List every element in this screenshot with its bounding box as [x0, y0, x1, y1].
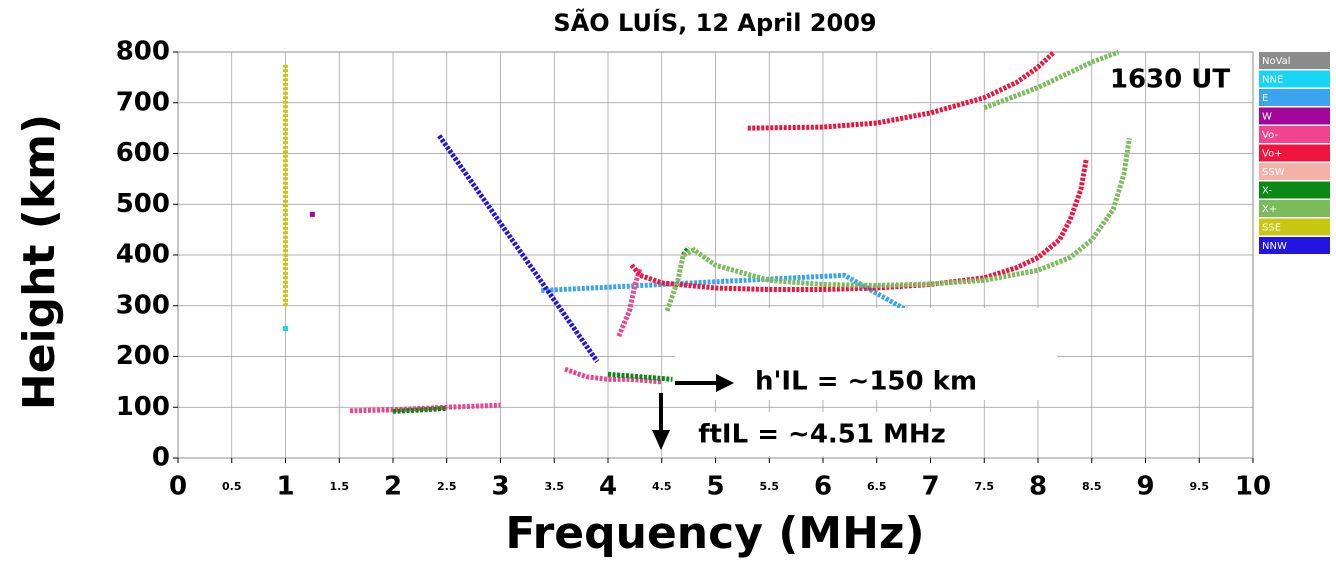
legend-label: NNW: [1262, 241, 1287, 252]
x-tick-label: 5: [706, 472, 724, 502]
annotation-box: [680, 412, 980, 456]
x-tick-label: 2: [384, 472, 402, 502]
x-tick-label: 3.5: [545, 480, 565, 493]
y-tick-label: 0: [152, 443, 170, 473]
x-tick-label: 0.5: [222, 480, 242, 493]
echo-point: [283, 326, 288, 332]
legend-label: SSE: [1262, 223, 1281, 234]
legend-swatch: [1259, 89, 1330, 106]
y-tick-label: 100: [116, 392, 170, 422]
legend-label: Vo-: [1262, 130, 1278, 141]
y-tick-label: 400: [116, 240, 170, 270]
legend-label: X+: [1262, 204, 1277, 215]
x-tick-label: 1: [276, 472, 294, 502]
legend-swatch: [1259, 181, 1330, 199]
time-label: 1630 UT: [1110, 65, 1231, 95]
echo-trace: [564, 366, 662, 385]
x-tick-label: 8: [1029, 472, 1047, 502]
x-tick-label: 10: [1235, 472, 1271, 502]
x-tick-label: 6.5: [867, 480, 887, 493]
y-tick-label: 200: [116, 341, 170, 371]
echo-trace: [616, 266, 643, 338]
annotation: h'IL = ~150 km: [755, 367, 977, 397]
x-tick-label: 2.5: [437, 480, 457, 493]
legend-label: SSW: [1262, 167, 1285, 178]
legend-label: W: [1262, 112, 1272, 123]
x-tick-label: 4.5: [652, 480, 672, 493]
y-axis-label: Height (km): [14, 114, 65, 410]
legend-swatch: [1259, 107, 1330, 125]
echo-trace: [983, 49, 1120, 111]
echo-trace: [349, 402, 501, 414]
y-tick-label: 600: [116, 138, 170, 168]
annotation: ftIL = ~4.51 MHz: [698, 420, 946, 450]
arrow-head: [716, 374, 734, 392]
echo-trace: [392, 405, 447, 414]
legend-swatch: [1259, 70, 1330, 88]
legend-swatch: [1259, 237, 1330, 254]
x-tick-label: 3: [491, 472, 509, 502]
y-tick-label: 300: [116, 290, 170, 320]
arrow-head: [652, 430, 670, 450]
legend-swatch: [1259, 144, 1330, 162]
legend-swatch: [1259, 163, 1330, 180]
legend-label: E: [1262, 93, 1268, 104]
legend-label: X-: [1262, 186, 1272, 197]
x-tick-label: 4: [599, 472, 617, 502]
echo-trace: [629, 158, 1089, 293]
marks: [283, 49, 1132, 414]
x-tick-label: 0: [169, 472, 187, 502]
legend-label: NNE: [1262, 75, 1283, 86]
y-tick-label: 500: [116, 189, 170, 219]
echo-trace: [664, 137, 1132, 312]
x-tick-label: 6: [814, 472, 832, 502]
x-tick-label: 9: [1136, 472, 1154, 502]
x-tick-label: 8.5: [1082, 480, 1102, 493]
legend-label: Vo+: [1262, 149, 1283, 160]
legend-label: NoVal: [1262, 56, 1291, 67]
echo-trace: [607, 371, 673, 382]
chart-title: SÃO LUÍS, 12 April 2009: [553, 8, 876, 37]
echo-trace: [437, 134, 600, 364]
echo-trace: [747, 50, 1056, 131]
y-tick-label: 700: [116, 87, 170, 117]
legend-swatch: [1259, 200, 1330, 217]
legend-swatch: [1259, 218, 1330, 236]
legend-swatch: [1259, 126, 1330, 143]
x-tick-label: 1.5: [330, 480, 350, 493]
x-tick-label: 7: [921, 472, 939, 502]
x-tick-label: 5.5: [760, 480, 780, 493]
x-tick-label: 9.5: [1190, 480, 1210, 493]
annotation-box: [675, 308, 1057, 400]
y-tick-label: 800: [116, 37, 170, 67]
x-tick-label: 7.5: [975, 480, 995, 493]
legend-swatch: [1259, 52, 1330, 69]
x-axis-label: Frequency (MHz): [505, 508, 924, 559]
echo-point: [309, 211, 315, 217]
